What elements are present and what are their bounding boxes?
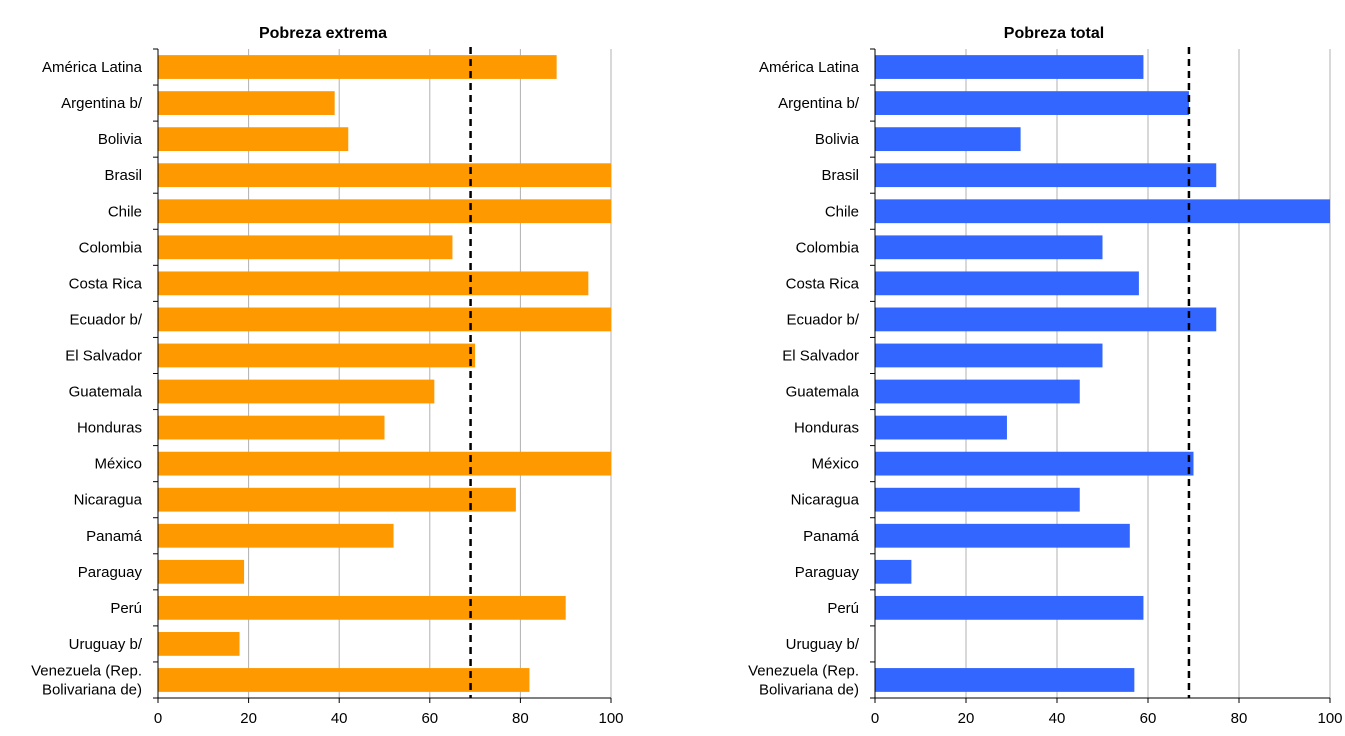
bar [875, 487, 1080, 512]
category-label: Colombia [79, 239, 143, 256]
bar [158, 163, 611, 188]
chart-title: Pobreza extrema [259, 25, 387, 42]
bar [158, 127, 349, 152]
category-label: Perú [110, 600, 142, 617]
bar [875, 415, 1007, 440]
bar [875, 55, 1144, 79]
x-tick-label: 0 [871, 710, 879, 727]
bar [875, 91, 1189, 115]
category-label: Panamá [803, 528, 860, 545]
bar [875, 343, 1103, 368]
category-label: Bolivia [815, 131, 860, 148]
bar [158, 668, 530, 692]
category-label: Panamá [86, 528, 143, 545]
bar [158, 343, 476, 368]
category-label: Bolivia [98, 131, 143, 148]
category-label: El Salvador [782, 347, 859, 364]
x-tick-label: 100 [1317, 710, 1342, 727]
bar [875, 668, 1135, 692]
category-label: Venezuela (Rep. [31, 662, 142, 679]
category-label: Chile [108, 203, 142, 220]
bar [158, 55, 557, 79]
bar [158, 307, 611, 332]
bar [158, 415, 385, 440]
bar [158, 595, 566, 620]
category-label: Brasil [104, 167, 142, 184]
category-label: América Latina [42, 59, 143, 76]
category-label: Argentina b/ [61, 95, 143, 112]
category-label: Nicaragua [791, 492, 860, 509]
x-tick-label: 60 [1140, 710, 1157, 727]
bar [158, 523, 394, 548]
category-label: México [94, 456, 142, 473]
x-tick-label: 80 [512, 710, 529, 727]
bar [875, 307, 1217, 332]
x-tick-label: 20 [240, 710, 257, 727]
category-label: Bolivariana de) [759, 681, 859, 698]
bar [875, 379, 1080, 404]
category-label: Paraguay [795, 564, 860, 581]
category-label: Argentina b/ [778, 95, 860, 112]
category-label: El Salvador [65, 347, 142, 364]
x-tick-label: 40 [1049, 710, 1066, 727]
category-label: México [811, 456, 859, 473]
bar [158, 271, 589, 296]
bar [158, 487, 516, 512]
bar [158, 91, 335, 115]
category-label: Perú [827, 600, 859, 617]
x-tick-label: 80 [1231, 710, 1248, 727]
bar [158, 632, 240, 656]
category-label: Honduras [77, 420, 142, 437]
x-tick-label: 0 [154, 710, 162, 727]
category-label: América Latina [759, 59, 860, 76]
bar [875, 451, 1194, 476]
category-label: Chile [825, 203, 859, 220]
category-label: Venezuela (Rep. [748, 662, 859, 679]
bar [875, 235, 1103, 260]
x-tick-label: 40 [331, 710, 348, 727]
bar [875, 163, 1217, 188]
bar [158, 559, 245, 584]
x-tick-label: 100 [598, 710, 623, 727]
bar [875, 127, 1021, 152]
x-tick-label: 60 [421, 710, 438, 727]
category-label: Honduras [794, 420, 859, 437]
category-label: Ecuador b/ [786, 311, 859, 328]
category-label: Nicaragua [74, 492, 143, 509]
category-label: Guatemala [786, 384, 860, 401]
category-label: Brasil [821, 167, 859, 184]
x-tick-label: 20 [958, 710, 975, 727]
category-label: Colombia [796, 239, 860, 256]
bar [158, 199, 611, 224]
bar [875, 199, 1330, 224]
category-label: Ecuador b/ [69, 311, 142, 328]
category-label: Guatemala [69, 384, 143, 401]
chart-title: Pobreza total [1004, 25, 1104, 42]
category-label: Bolivariana de) [42, 681, 142, 698]
category-label: Costa Rica [69, 275, 143, 292]
bar [158, 451, 611, 476]
bar [158, 379, 435, 404]
bar [875, 523, 1130, 548]
category-label: Paraguay [78, 564, 143, 581]
category-label: Uruguay b/ [786, 636, 860, 653]
bar [875, 595, 1144, 620]
bar [158, 235, 453, 260]
bar [875, 271, 1139, 296]
bar [875, 559, 912, 584]
category-label: Uruguay b/ [69, 636, 143, 653]
category-label: Costa Rica [786, 275, 860, 292]
